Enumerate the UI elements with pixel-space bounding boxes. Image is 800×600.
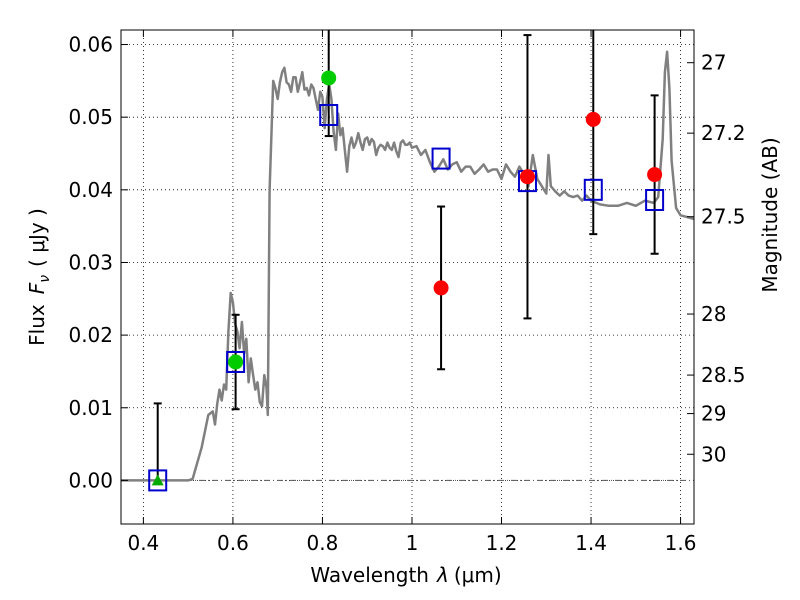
magnitude-tick-label: 29 — [701, 402, 726, 426]
magnitude-tick-label: 27 — [701, 51, 726, 75]
template-flux-square-marker — [148, 469, 168, 492]
template-flux-square-marker — [645, 188, 665, 211]
x-tick-label: 0.4 — [127, 531, 159, 555]
y2-axis-title: Magnitude (AB) — [758, 137, 782, 292]
axes-frame — [120, 29, 695, 525]
x-tick-label: 0.8 — [307, 531, 339, 555]
y-tick-label: 0.06 — [68, 33, 113, 57]
magnitude-tick-label: 27.2 — [701, 121, 746, 145]
red-data-point — [647, 167, 663, 183]
red-data-point — [519, 169, 535, 185]
magnitude-tick-label: 28 — [701, 302, 726, 326]
y-tick-label: 0.03 — [68, 250, 113, 274]
markers — [148, 70, 665, 492]
x-tick-label: 1.2 — [486, 531, 518, 555]
green-data-point — [321, 70, 337, 86]
red-data-point — [585, 111, 601, 127]
magnitude-tick-label: 28.5 — [701, 363, 746, 387]
y-tick-label: 0.01 — [68, 396, 113, 420]
y-tick-label: 0.05 — [68, 105, 113, 129]
plot-area — [121, 50, 694, 482]
template-flux-square-marker — [226, 350, 246, 373]
magnitude-tick-label: 30 — [701, 442, 726, 466]
y-tick-label: 0.04 — [68, 178, 113, 202]
template-flux-square-marker — [319, 103, 339, 126]
green-triangle-marker — [151, 474, 164, 486]
y-tick-label: 0.00 — [68, 468, 113, 492]
x-tick-label: 1 — [406, 531, 419, 555]
template-flux-square-marker — [431, 147, 451, 170]
x-axis-title: Wavelength λ (μm) — [310, 563, 501, 587]
x-tick-label: 0.6 — [217, 531, 249, 555]
x-tick-label: 1.6 — [665, 531, 697, 555]
template-flux-square-marker — [583, 178, 603, 201]
magnitude-tick-label: 27.5 — [701, 205, 746, 229]
y-tick-label: 0.02 — [68, 323, 113, 347]
y-axis-title: FluxFν( μJy ) — [25, 208, 53, 346]
x-tick-label: 1.4 — [575, 531, 607, 555]
ticks: 0.4 0.6 0.8 1 1.2 1.4 1.6 0.00 0.01 0.02 0.03 0.04 0… — [68, 30, 746, 555]
red-data-point — [433, 280, 449, 296]
sed-template-line — [121, 50, 694, 482]
green-data-point — [228, 354, 244, 370]
